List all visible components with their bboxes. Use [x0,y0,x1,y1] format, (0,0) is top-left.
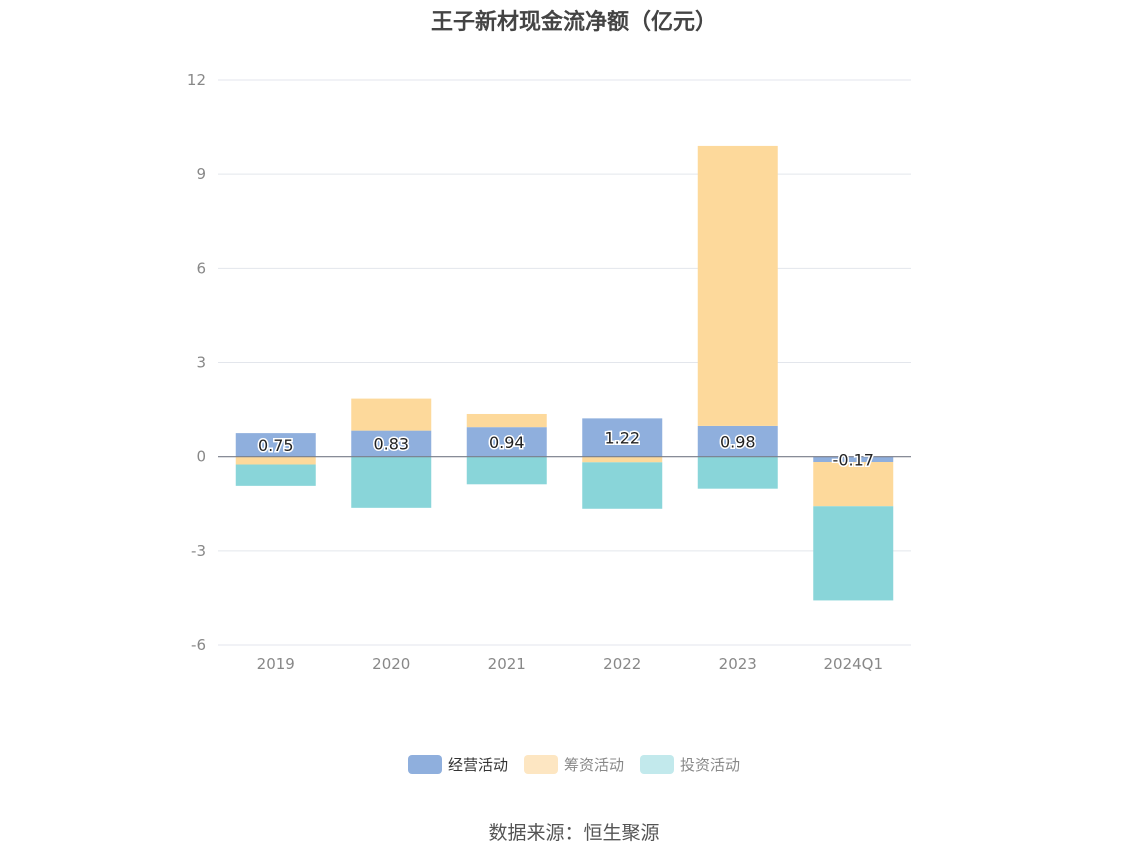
x-tick-label: 2020 [372,655,410,673]
y-tick-label: 3 [196,354,206,372]
bar-investing-2022 [582,462,663,509]
bar-financing-2024Q1 [813,462,894,507]
data-label: 1.22 [604,429,640,448]
x-tick-label: 2019 [257,655,295,673]
legend-label-financing: 筹资活动 [563,756,624,774]
chart-legend: 经营活动 筹资活动 投资活动 [0,754,1148,775]
bar-operating-2023 [697,425,778,457]
bar-financing-2021 [466,413,547,428]
bar-operating-2019 [235,433,316,457]
bar-operating-2021 [466,427,547,457]
data-label: 0.94 [489,433,525,452]
bar-operating-2020 [351,430,432,457]
bar-investing-2020 [351,456,432,508]
y-tick-label: 0 [196,448,206,466]
legend-swatch-investing [640,755,674,774]
legend-item-operating[interactable]: 经营活动 [407,754,508,775]
bar-investing-2021 [466,456,547,485]
data-label: 0.75 [258,436,294,455]
bar-financing-2019 [235,456,316,465]
legend-label-operating: 经营活动 [447,756,508,774]
data-source: 数据来源：恒生聚源 [488,822,660,844]
data-label: 0.98 [720,432,756,451]
bar-investing-2023 [697,456,778,489]
data-label: 0.83 [373,435,409,454]
x-tick-label: 2021 [488,655,526,673]
x-tick-label: 2023 [719,655,757,673]
bar-financing-2020 [351,398,432,431]
y-tick-label: 12 [187,71,206,89]
y-tick-label: -3 [191,542,206,560]
bar-operating-2022 [582,418,663,457]
data-label: -0.17 [833,450,874,469]
y-tick-label: 9 [196,165,206,183]
chart-title: 王子新材现金流净额（亿元） [430,10,717,35]
cashflow-chart: 12 9 6 3 0 -3 -6 2019 2020 2021 2022 2023 2024Q1 0.75… [187,71,911,673]
y-tick-label: 6 [196,259,206,277]
bar-operating-2024Q1 [813,456,894,463]
x-tick-label: 2022 [603,655,641,673]
bar-financing-2023 [697,145,778,426]
legend-swatch-operating [407,755,442,774]
legend-item-investing[interactable]: 投资活动 [640,754,740,775]
x-tick-label: 2024Q1 [823,655,883,673]
bar-financing-2022 [582,456,663,463]
legend-label-investing: 投资活动 [680,756,741,774]
bar-investing-2024Q1 [813,506,894,601]
legend-swatch-financing [523,755,558,774]
y-tick-label: -6 [191,636,206,654]
bar-investing-2019 [235,464,316,486]
legend-item-financing[interactable]: 筹资活动 [523,754,624,775]
